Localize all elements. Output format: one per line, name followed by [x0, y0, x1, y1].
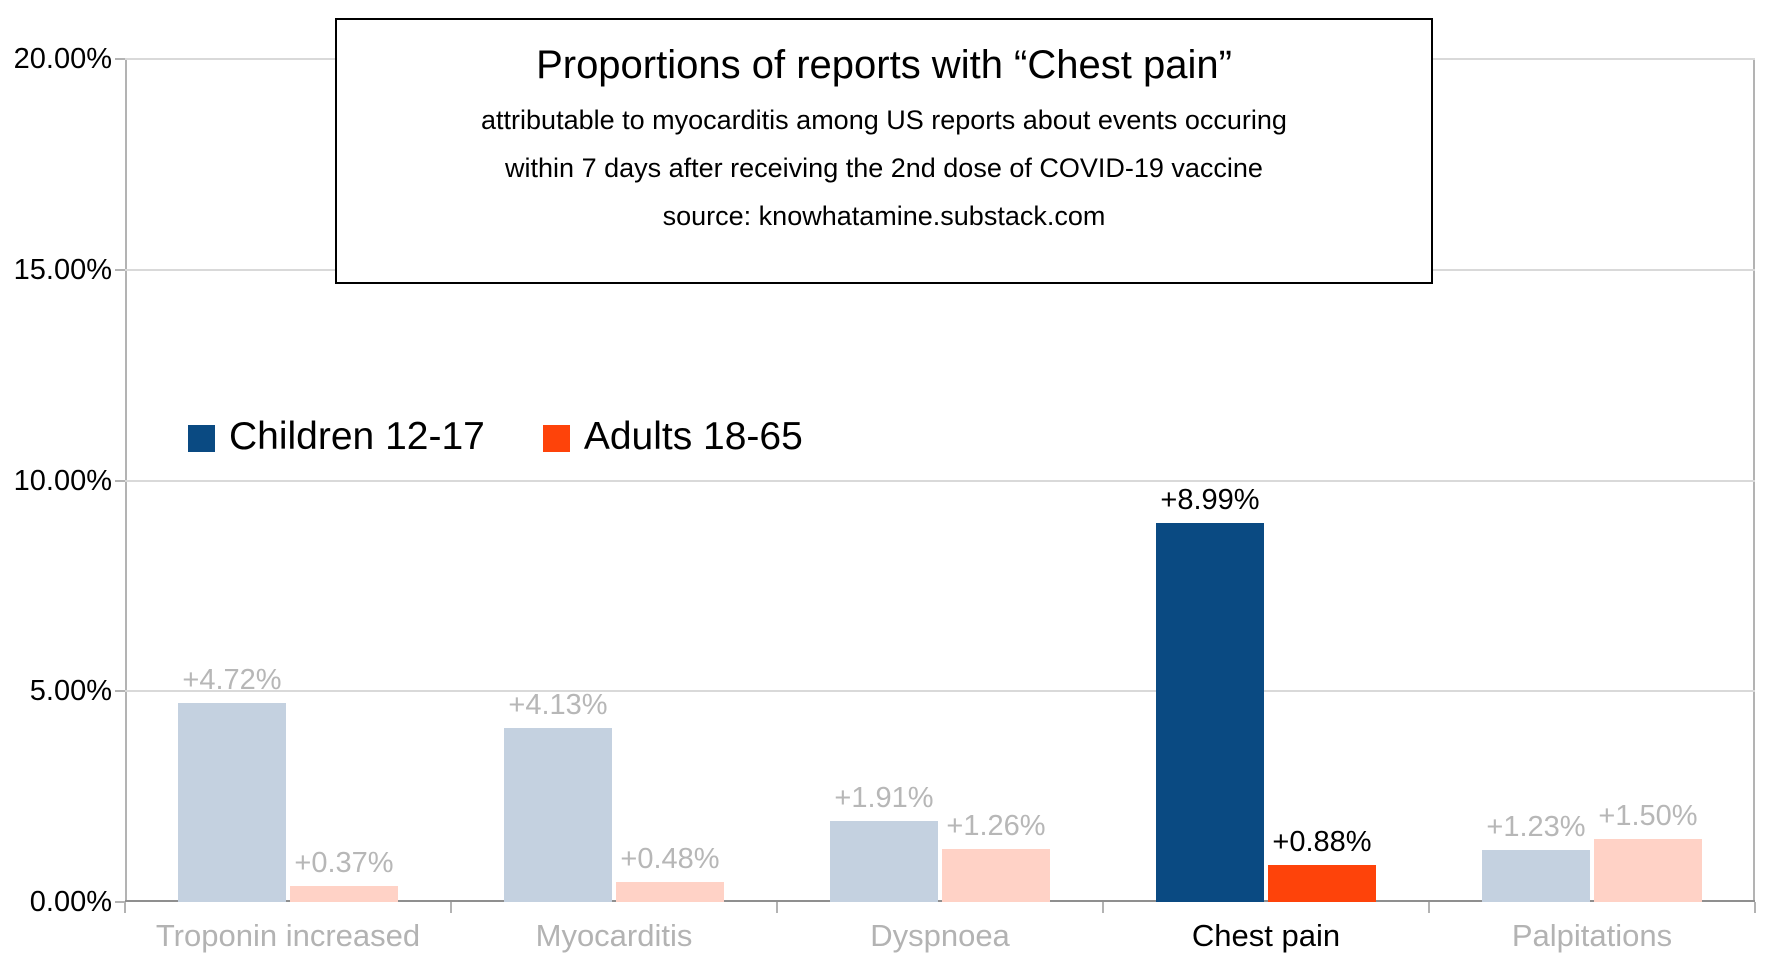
bar [1594, 839, 1702, 902]
bar-value-label: +4.72% [182, 664, 282, 696]
bar [830, 821, 938, 902]
x-axis-tick-mark [1102, 902, 1104, 913]
y-axis-tick-mark [115, 480, 125, 482]
plot-area: +4.72% +0.37% +4.13% +0.48% +1.91% +1.26% +8.9… [125, 58, 1755, 902]
y-axis-tick-mark [115, 269, 125, 271]
legend-label-adults: Adults 18-65 [583, 415, 803, 458]
y-axis-tick-mark [115, 58, 125, 60]
y-axis-tick-label: 20.00% [13, 43, 112, 75]
x-axis-category-label: Chest pain [1191, 918, 1341, 953]
bar-value-label: +8.99% [1160, 484, 1260, 516]
bar-value-label: +0.88% [1272, 826, 1372, 858]
bar-value-label: +0.48% [620, 843, 720, 875]
legend-swatch-children-icon [188, 424, 215, 452]
chart-subtitle-line-1: attributable to myocarditis among US rep… [481, 105, 1287, 135]
x-axis-line [125, 900, 1755, 902]
bar-value-label: +1.23% [1486, 811, 1586, 843]
y-axis-tick-label: 0.00% [29, 886, 112, 918]
chart-source: source: knowhatamine.substack.com [662, 201, 1106, 231]
x-axis-category-label: Dyspnoea [870, 918, 1010, 953]
legend-swatch-adults-icon [542, 424, 570, 452]
bar [616, 882, 724, 902]
x-axis-tick-mark [124, 902, 126, 913]
legend: Children 12-17 Adults 18-65 [188, 415, 803, 459]
bar-value-label: +1.91% [834, 782, 934, 814]
y-axis-tick-label: 10.00% [13, 465, 112, 497]
chart-title-box: Proportions of reports with “Chest pain”… [335, 18, 1433, 284]
legend-item-adults: Adults 18-65 [542, 415, 803, 459]
x-axis-tick-mark [776, 902, 778, 913]
legend-label-children: Children 12-17 [229, 415, 485, 458]
chart-title: Proportions of reports with “Chest pain” [536, 43, 1232, 87]
y-axis-tick-label: 5.00% [29, 675, 112, 707]
x-axis-tick-mark [1754, 902, 1756, 913]
gridline [125, 690, 1755, 692]
bar-value-label: +4.13% [508, 689, 608, 721]
bar [290, 886, 398, 902]
x-axis-category-label: Palpitations [1511, 918, 1673, 953]
x-axis-tick-mark [1428, 902, 1430, 913]
y-axis-tick-label: 15.00% [13, 254, 112, 286]
bar [178, 703, 286, 902]
chart-subtitle-line-2: within 7 days after receiving the 2nd do… [505, 153, 1263, 183]
y-axis-tick-mark [115, 901, 125, 903]
bar [942, 849, 1050, 902]
x-axis-category-label: Troponin increased [155, 918, 421, 953]
bar-value-label: +1.26% [946, 810, 1046, 842]
y-axis-tick-mark [115, 690, 125, 692]
x-axis-category-label: Myocarditis [535, 918, 693, 953]
x-axis-tick-mark [450, 902, 452, 913]
legend-item-children: Children 12-17 [188, 415, 485, 459]
bar [1482, 850, 1590, 902]
bar-value-label: +0.37% [294, 847, 394, 879]
bar [1156, 523, 1264, 902]
bar [504, 728, 612, 902]
bar-value-label: +1.50% [1598, 800, 1698, 832]
bar [1268, 865, 1376, 902]
gridline [125, 480, 1755, 482]
